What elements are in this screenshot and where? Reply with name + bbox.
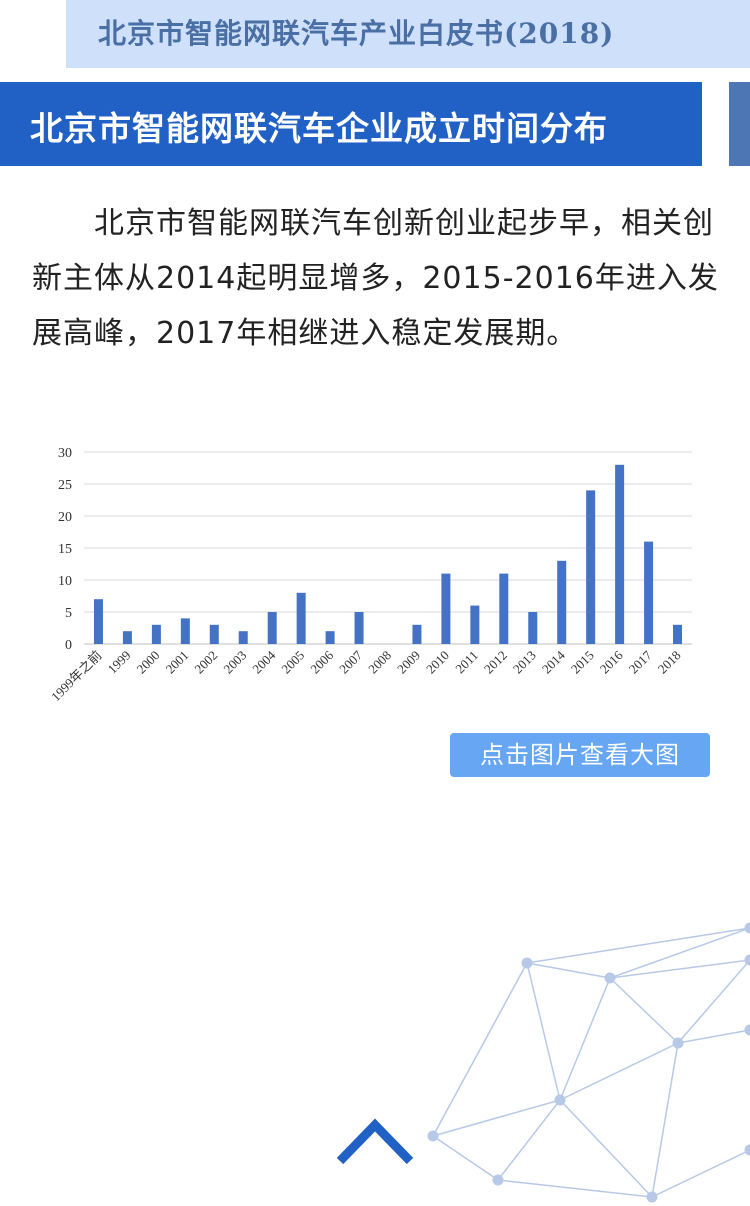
document-title: 北京市智能网联汽车产业白皮书(2018) (98, 17, 615, 50)
bar (209, 624, 219, 644)
x-tick-label: 1999年之前 (48, 648, 105, 705)
bar (325, 631, 335, 644)
x-tick-label: 2001 (162, 648, 191, 677)
x-tick-label: 2013 (510, 648, 539, 677)
x-tick-label: 2006 (307, 647, 336, 676)
network-link (651, 1042, 679, 1198)
bar (441, 573, 451, 644)
bar (93, 599, 103, 644)
network-link (609, 977, 679, 1044)
network-node (492, 1174, 504, 1186)
network-link (497, 1099, 561, 1181)
x-tick-label: 2000 (134, 648, 163, 677)
y-tick-label: 5 (65, 606, 72, 621)
x-tick-label: 2015 (568, 648, 597, 677)
bar (557, 560, 567, 644)
bar (644, 541, 654, 644)
intro-paragraph: 北京市智能网联汽车创新创业起步早，相关创新主体从2014起明显增多，2015-2… (32, 206, 719, 351)
y-tick-label: 20 (58, 510, 72, 525)
bar (180, 618, 190, 644)
network-node (554, 1094, 566, 1106)
network-node (672, 1037, 684, 1049)
y-tick-label: 0 (65, 638, 72, 653)
document-header-band: 北京市智能网联汽车产业白皮书(2018) (66, 0, 750, 68)
x-tick-label: 2002 (191, 648, 220, 677)
network-link (432, 1099, 561, 1137)
network-node (744, 922, 750, 934)
section-banner: 北京市智能网联汽车企业成立时间分布 (0, 82, 702, 166)
network-node (744, 1144, 750, 1156)
bar (267, 612, 277, 644)
bar (673, 624, 683, 644)
network-link (651, 1149, 750, 1198)
bar (528, 612, 538, 644)
network-node (646, 1191, 658, 1203)
network-link (526, 927, 750, 964)
bar (470, 605, 480, 644)
network-link (609, 959, 750, 979)
network-link (432, 962, 528, 1137)
x-tick-label: 2010 (423, 648, 452, 677)
section-heading: 北京市智能网联汽车企业成立时间分布 (30, 109, 608, 148)
x-tick-label: 2008 (365, 648, 394, 677)
bar (122, 631, 132, 644)
network-link (677, 959, 750, 1044)
bar (412, 624, 422, 644)
x-tick-label: 2004 (249, 647, 278, 676)
x-tick-label: 2009 (394, 648, 423, 677)
bar (354, 612, 364, 644)
network-link (526, 962, 611, 979)
y-tick-label: 25 (58, 478, 72, 493)
bar (615, 464, 625, 644)
banner-side-tab (729, 82, 750, 166)
network-link (677, 1029, 750, 1044)
network-node (744, 954, 750, 966)
bar (296, 592, 306, 644)
network-link (526, 962, 561, 1101)
x-tick-label: 2003 (220, 648, 249, 677)
scroll-up-arrow-icon[interactable] (336, 1115, 414, 1167)
y-tick-label: 15 (58, 542, 72, 557)
network-node (604, 972, 616, 984)
bar (586, 490, 596, 644)
view-large-image-button[interactable]: 点击图片查看大图 (450, 733, 710, 777)
network-link (609, 927, 750, 979)
bar (151, 624, 161, 644)
y-tick-label: 10 (58, 574, 72, 589)
network-link (559, 1099, 653, 1198)
x-tick-label: 2016 (597, 647, 626, 676)
network-node (744, 1024, 750, 1036)
x-tick-label: 2005 (278, 648, 307, 677)
network-link (432, 1135, 499, 1181)
x-tick-label: 2017 (626, 647, 655, 676)
x-tick-label: 2007 (336, 647, 365, 676)
x-tick-label: 1999 (105, 648, 134, 677)
bar (499, 573, 509, 644)
bar (238, 631, 248, 644)
x-tick-label: 2011 (452, 648, 481, 677)
x-tick-label: 2014 (539, 647, 568, 676)
x-tick-label: 2012 (481, 648, 510, 677)
network-link (559, 977, 611, 1101)
network-node (521, 957, 533, 969)
y-tick-label: 30 (58, 446, 72, 461)
network-link (497, 1179, 653, 1198)
network-link (559, 1042, 679, 1101)
x-tick-label: 2018 (655, 648, 684, 677)
network-node (427, 1130, 439, 1142)
